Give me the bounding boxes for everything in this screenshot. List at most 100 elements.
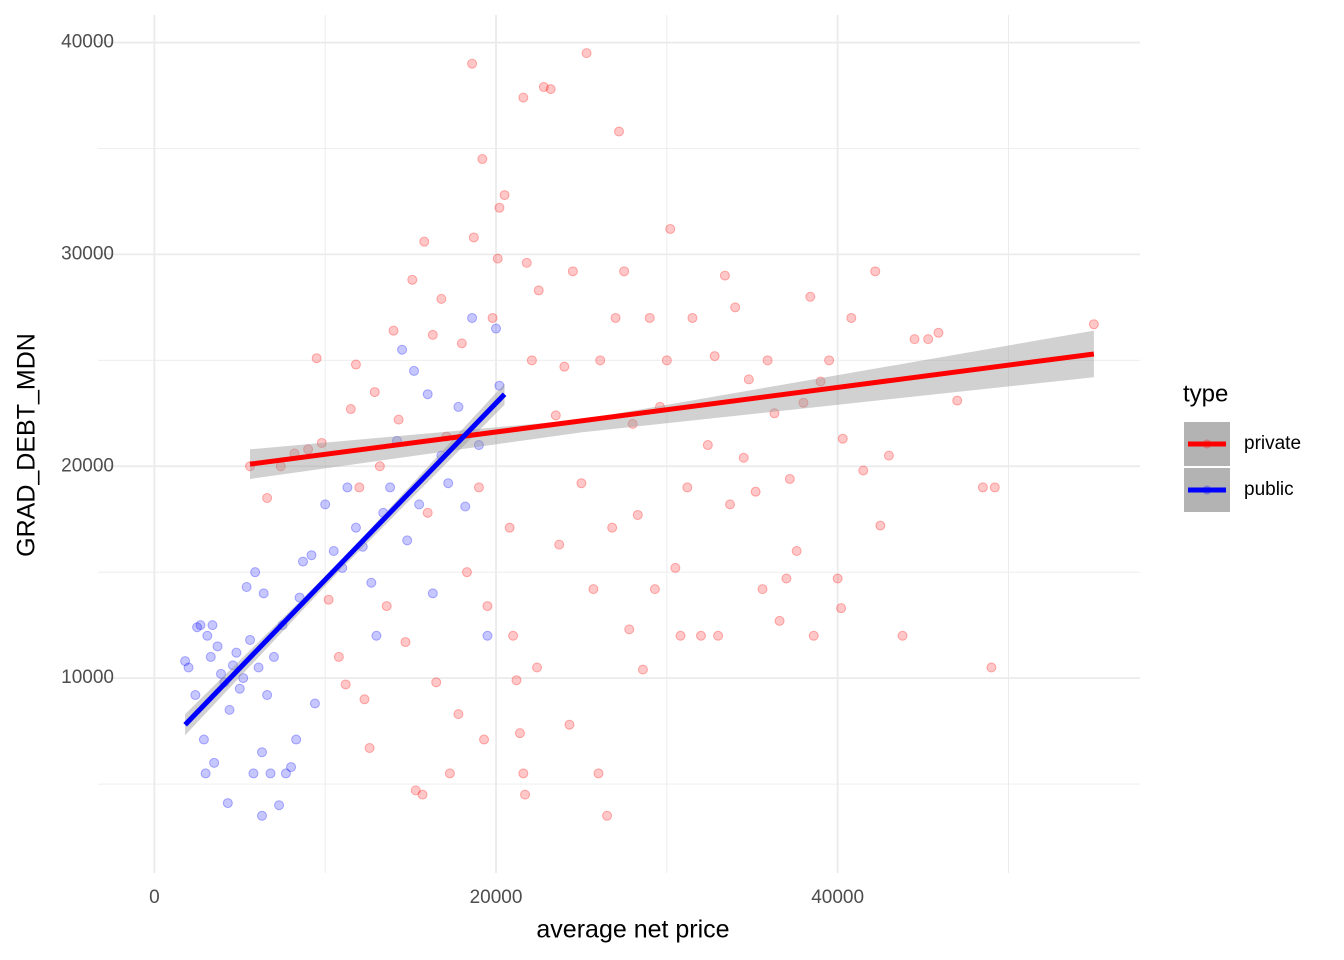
point <box>222 798 233 809</box>
point <box>183 662 194 673</box>
point <box>410 785 421 796</box>
point <box>545 84 556 95</box>
point <box>526 355 537 366</box>
point <box>518 768 529 779</box>
point <box>644 312 655 323</box>
point <box>532 662 543 673</box>
x-axis-title: average net price <box>536 916 729 944</box>
point <box>682 482 693 493</box>
point <box>202 630 213 641</box>
point <box>417 789 428 800</box>
point <box>274 800 285 811</box>
point <box>190 690 201 701</box>
point <box>649 584 660 595</box>
point <box>610 312 621 323</box>
point <box>695 630 706 641</box>
point <box>427 329 438 340</box>
point <box>607 522 618 533</box>
point <box>192 622 203 633</box>
point <box>350 522 361 533</box>
point <box>397 344 408 355</box>
point <box>661 355 672 366</box>
point <box>602 810 613 821</box>
point <box>262 690 273 701</box>
point <box>511 675 522 686</box>
point <box>702 440 713 451</box>
x-tick-label: 40000 <box>811 887 864 908</box>
point <box>456 338 467 349</box>
point <box>581 48 592 59</box>
point <box>687 312 698 323</box>
point <box>897 630 908 641</box>
point <box>757 584 768 595</box>
point <box>883 450 894 461</box>
point <box>402 535 413 546</box>
point <box>627 418 638 429</box>
point <box>738 452 749 463</box>
point <box>670 562 681 573</box>
point <box>227 660 238 671</box>
point <box>258 588 269 599</box>
point <box>709 351 720 362</box>
point <box>725 499 736 510</box>
x-tick-label: 20000 <box>470 887 523 908</box>
point <box>665 223 676 234</box>
point <box>366 577 377 588</box>
point <box>482 601 493 612</box>
point <box>291 734 302 745</box>
point <box>564 719 575 730</box>
point <box>268 651 279 662</box>
point <box>306 550 317 561</box>
point <box>388 325 399 336</box>
point <box>212 641 223 652</box>
point <box>431 677 442 688</box>
point <box>494 202 505 213</box>
point <box>808 630 819 641</box>
point <box>923 334 934 345</box>
grid <box>98 15 1140 873</box>
point <box>409 365 420 376</box>
point <box>369 387 380 398</box>
point <box>407 274 418 285</box>
point <box>870 266 881 277</box>
point <box>256 810 267 821</box>
point <box>781 573 792 584</box>
point <box>952 395 963 406</box>
point <box>815 376 826 387</box>
point <box>567 266 578 277</box>
point <box>798 397 809 408</box>
point <box>986 662 997 673</box>
point <box>595 355 606 366</box>
point <box>419 236 430 247</box>
point <box>614 126 624 137</box>
point <box>514 728 525 739</box>
point <box>593 768 604 779</box>
point <box>297 556 308 567</box>
point <box>482 630 493 641</box>
point <box>422 389 433 400</box>
point <box>309 698 320 709</box>
point <box>180 656 191 667</box>
point <box>576 478 587 489</box>
point <box>762 355 773 366</box>
point <box>198 734 209 745</box>
point <box>467 58 478 69</box>
point <box>342 482 353 493</box>
point <box>311 353 322 364</box>
point <box>492 253 503 264</box>
point <box>422 507 433 518</box>
point <box>774 615 785 626</box>
point <box>294 592 305 603</box>
y-tick-label: 10000 <box>61 667 114 688</box>
confidence-band <box>250 330 1094 479</box>
y-tick-label: 20000 <box>61 455 114 476</box>
point <box>491 323 502 334</box>
point <box>559 361 570 372</box>
y-axis-title: GRAD_DEBT_MDN <box>13 333 41 557</box>
point <box>414 499 425 510</box>
point <box>453 709 464 720</box>
point <box>248 768 259 779</box>
point <box>385 482 396 493</box>
point <box>933 327 944 338</box>
